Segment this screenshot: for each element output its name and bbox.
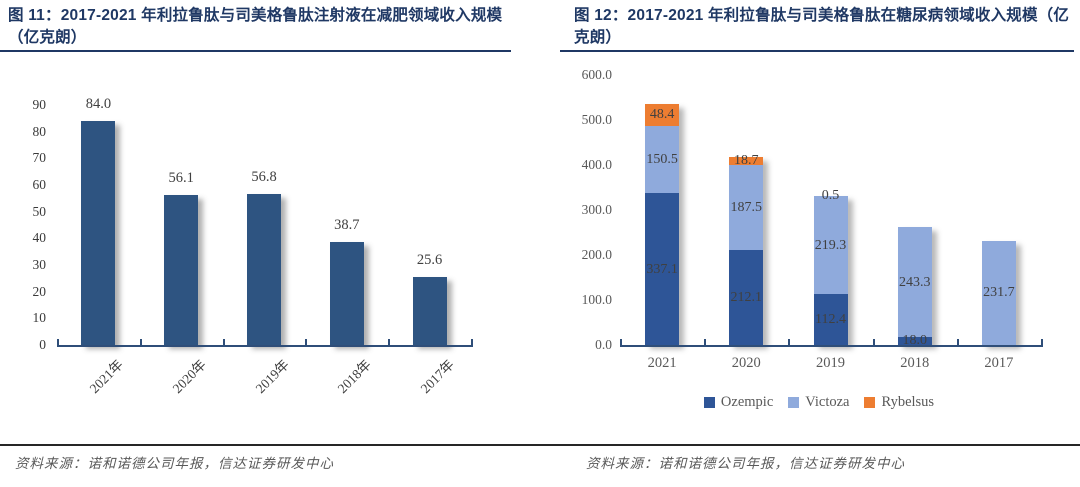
legend-swatch-victoza (788, 397, 800, 408)
bar-value-label: 56.8 (251, 168, 277, 185)
segment-ozempic (645, 193, 680, 345)
segment-value-label: 0.5 (821, 188, 840, 204)
x-axis-tick-mark (1041, 339, 1043, 345)
figure-12-source-note: 资料来源：诺和诺德公司年报，信达证券研发中心 (586, 456, 905, 471)
stacked-bar-2021 (645, 103, 680, 345)
segment-value-label: 18.7 (734, 153, 759, 169)
figure-11-column: 图 11：2017-2021 年利拉鲁肽与司美格鲁肽注射液在减肥领域收入规模（亿… (0, 0, 515, 487)
stacked-bar-2018 (897, 227, 932, 345)
segment-victoza (813, 195, 848, 295)
x-axis-tick-mark (704, 339, 707, 345)
figure-11-title: 图 11：2017-2021 年利拉鲁肽与司美格鲁肽注射液在减肥领域收入规模（亿… (8, 7, 503, 46)
y-axis-tick-label: 400.0 (581, 157, 612, 172)
segment-value-label: 18.0 (902, 333, 927, 349)
bar-2020年 (164, 195, 199, 345)
x-axis-line (57, 345, 473, 348)
legend-swatch-rybelsus (864, 397, 876, 408)
y-axis-tick-label: 100.0 (581, 292, 612, 307)
x-axis-label: 2020 (731, 355, 761, 371)
legend-item-victoza: Victoza (788, 394, 849, 411)
y-axis-tick-label: 30 (32, 257, 47, 272)
stacked-bar-2020 (729, 156, 764, 345)
segment-value-label: 243.3 (898, 274, 931, 290)
segment-victoza (981, 240, 1016, 345)
x-axis-label: 2017 (984, 355, 1014, 371)
x-axis-tick-mark (956, 339, 959, 345)
y-axis-tick-label: 500.0 (581, 112, 612, 127)
x-axis-tick-mark (305, 339, 308, 345)
legend-swatch-ozempic (703, 397, 715, 408)
y-axis-tick-label: 50 (32, 203, 47, 219)
y-axis-tick-label: 600.0 (581, 67, 612, 82)
segment-value-label: 187.5 (730, 199, 763, 215)
segment-rybelsus (729, 156, 764, 166)
y-axis-tick-label: 90 (32, 97, 47, 112)
figure-12-title: 图 12：2017-2021 年利拉鲁肽与司美格鲁肽在糖尿病领域收入规模（亿克朗… (574, 7, 1070, 46)
segment-victoza (729, 165, 764, 250)
x-axis-label-anchor: 2017年 (244, 354, 457, 396)
bar-value-label: 56.1 (168, 170, 194, 187)
x-axis-tick-mark (471, 339, 473, 345)
x-axis-tick-mark (788, 339, 791, 345)
legend-label: Ozempic (720, 394, 774, 410)
legend-label: Rybelsus (881, 394, 935, 410)
segment-ozempic (897, 336, 932, 345)
diabetes-revenue-stacked-bar-chart: 0.0 100.0 200.0 300.0 400.0 500.0 600.0 337.1 15… (558, 53, 1080, 443)
weight-loss-revenue-bar-chart: 0 10 20 30 40 50 60 70 80 90 84.0 56.1 56.8 38.7 25.6 2… (0, 53, 515, 443)
segment-value-label: 337.1 (646, 261, 678, 277)
bottom-divider-line (0, 444, 1080, 446)
segment-ozempic (729, 249, 764, 345)
segment-value-label: 219.3 (814, 237, 847, 253)
x-axis-label: 2019 (815, 355, 845, 371)
bar-2017年 (412, 276, 447, 345)
bar-value-label: 25.6 (416, 251, 443, 268)
x-axis-label: 2018 (900, 355, 930, 371)
x-axis-line (620, 345, 1043, 348)
bar-2019年 (247, 193, 281, 345)
segment-value-label: 48.4 (649, 107, 675, 123)
x-axis-tick-mark (57, 339, 59, 345)
stacked-bar-2017 (981, 240, 1016, 345)
x-axis-tick-mark (872, 339, 875, 345)
x-axis-label: 2017年 (417, 356, 458, 397)
segment-value-label: 112.4 (815, 312, 846, 328)
y-axis-tick-label: 60 (32, 177, 47, 192)
segment-value-label: 150.5 (646, 151, 678, 167)
y-axis-tick-label: 0 (39, 337, 46, 352)
y-axis-tick-label: 300.0 (581, 202, 612, 217)
segment-value-label: 231.7 (983, 285, 1015, 301)
segment-value-label: 212.1 (730, 289, 763, 305)
segment-ozempic (813, 294, 848, 345)
x-axis-tick-mark (222, 339, 225, 345)
figure-11-title-underline (0, 50, 511, 52)
y-axis-tick-label: 0.0 (595, 337, 612, 352)
y-axis-tick-label: 200.0 (581, 247, 612, 262)
y-axis-tick-label: 70 (32, 150, 47, 166)
legend-item-ozempic: Ozempic (703, 394, 774, 411)
legend-label: Victoza (805, 394, 850, 410)
y-axis-tick-label: 10 (32, 310, 47, 326)
y-axis-tick-label: 80 (32, 123, 47, 139)
segment-rybelsus (645, 103, 680, 126)
x-axis-tick-mark (139, 339, 142, 345)
x-axis-tick-mark (620, 339, 622, 345)
bar-2018年 (329, 241, 364, 345)
chart-legend: Ozempic Victoza Rybelsus (558, 394, 1080, 411)
x-axis-label: 2021 (647, 355, 677, 371)
figure-11-source-note: 资料来源：诺和诺德公司年报，信达证券研发中心 (15, 456, 334, 471)
bar-2021年 (81, 121, 116, 345)
bar-value-label: 84.0 (85, 96, 112, 112)
x-axis-tick-mark (388, 339, 391, 345)
y-axis-tick-label: 20 (32, 283, 47, 299)
figure-12-column: 图 12：2017-2021 年利拉鲁肽与司美格鲁肽在糖尿病领域收入规模（亿克朗… (558, 0, 1080, 487)
stacked-bar-2019 (813, 195, 848, 345)
bar-value-label: 38.7 (334, 216, 360, 233)
segment-victoza (897, 227, 932, 337)
segment-victoza (645, 125, 680, 194)
y-axis-tick-label: 40 (32, 230, 47, 246)
figure-12-title-underline (560, 50, 1074, 52)
legend-item-rybelsus: Rybelsus (864, 394, 934, 411)
